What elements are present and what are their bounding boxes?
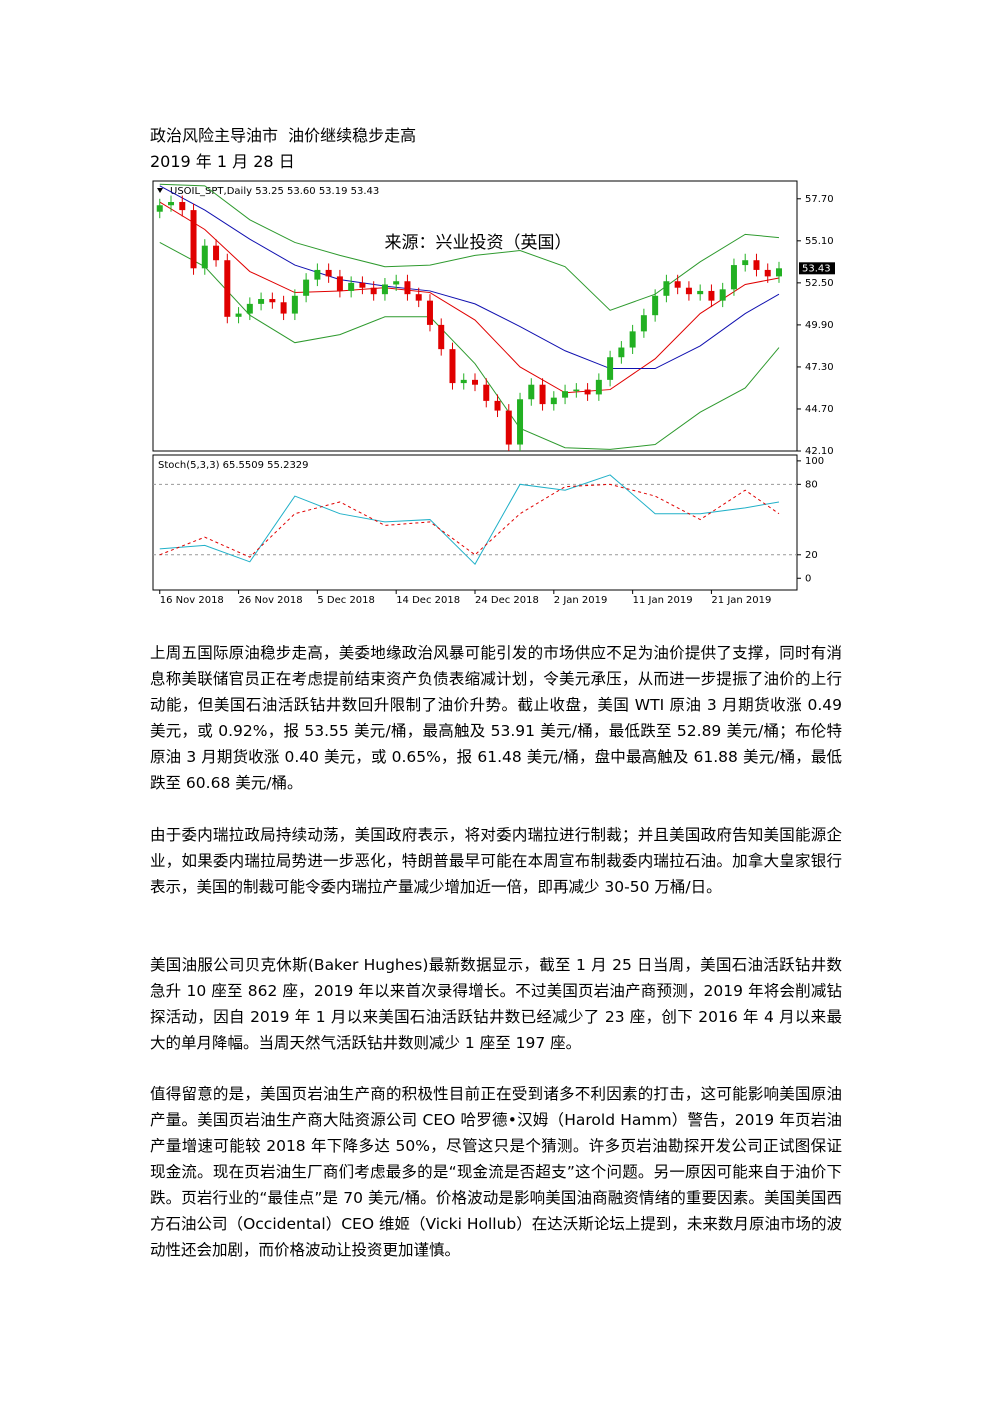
doc-date: 2019 年 1 月 28 日 xyxy=(150,152,295,171)
x-tick-label: 14 Dec 2018 xyxy=(396,595,460,606)
candle-body xyxy=(426,300,433,325)
candle-body xyxy=(595,379,602,395)
candle-body xyxy=(697,290,704,295)
chart: USOIL_SPT,Daily 53.25 53.60 53.19 53.43 … xyxy=(152,180,835,606)
candle-body xyxy=(213,245,220,261)
candle-body xyxy=(336,276,343,291)
candle-body xyxy=(156,205,163,212)
x-tick-label: 2 Jan 2019 xyxy=(554,595,608,606)
candle-body xyxy=(584,389,591,395)
candle-body xyxy=(291,295,298,314)
y-tick-label: 55.10 xyxy=(805,236,834,247)
y-tick-label: 20 xyxy=(805,550,818,561)
candle-body xyxy=(359,282,366,288)
candle-body xyxy=(258,299,265,304)
menu-arrow xyxy=(157,188,163,193)
indicator-line xyxy=(159,201,780,394)
candle-body xyxy=(528,384,535,400)
candle-body xyxy=(393,281,400,285)
candle-body xyxy=(764,269,771,277)
candle-body xyxy=(415,294,422,301)
paragraph: 由于委内瑞拉政局持续动荡，美国政府表示，将对委内瑞拉进行制裁；并且美国政府告知美… xyxy=(150,826,842,896)
x-tick-label: 16 Nov 2018 xyxy=(160,595,224,606)
candle-body xyxy=(562,391,569,398)
paragraph: 美国油服公司贝克休斯(Baker Hughes)最新数据显示，截至 1 月 25… xyxy=(150,956,842,1052)
x-tick-label: 5 Dec 2018 xyxy=(317,595,375,606)
candle-body xyxy=(607,357,614,380)
candle-body xyxy=(629,331,636,348)
candle-body xyxy=(517,399,524,445)
candle-body xyxy=(449,349,456,384)
candle-body xyxy=(472,379,478,385)
paragraph: 值得留意的是，美国页岩油生产商的积极性目前正在受到诸多不利因素的打击，这可能影响… xyxy=(150,1085,842,1259)
candle-body xyxy=(719,289,726,301)
stoch-line xyxy=(159,474,780,565)
indicator-line xyxy=(159,241,780,450)
candle-body xyxy=(775,268,782,277)
candle-body xyxy=(674,281,681,288)
y-tick-label: 52.50 xyxy=(805,278,834,289)
candle-body xyxy=(550,397,557,405)
x-tick-label: 21 Jan 2019 xyxy=(711,595,771,606)
y-tick-label: 44.70 xyxy=(805,404,834,415)
stoch-panel xyxy=(152,454,798,591)
candle-body xyxy=(652,295,659,316)
candle-body xyxy=(753,260,760,270)
candle-body xyxy=(303,279,310,296)
candle-body xyxy=(438,324,445,350)
y-tick-label: 0 xyxy=(805,573,811,584)
y-tick-label: 100 xyxy=(805,456,824,467)
candle-body xyxy=(269,299,276,303)
candle-body xyxy=(179,202,186,211)
y-tick-label: 80 xyxy=(805,479,818,490)
candle-body xyxy=(483,384,490,401)
candle-body xyxy=(370,287,377,295)
y-tick-label: 49.90 xyxy=(805,320,834,331)
candle-body xyxy=(325,269,332,277)
price-box xyxy=(799,262,835,275)
stoch-header: Stoch(5,3,3) 65.5509 55.2329 xyxy=(158,460,309,471)
candle-body xyxy=(235,313,242,317)
candle-body xyxy=(618,347,625,358)
candle-body xyxy=(539,384,546,405)
candle-body xyxy=(190,210,197,269)
candle-body xyxy=(505,410,512,445)
candle-body xyxy=(742,260,749,266)
candle-body xyxy=(708,290,715,301)
candle-body xyxy=(348,282,355,291)
candle-body xyxy=(280,302,287,314)
indicator-line xyxy=(159,183,780,311)
chart-header: USOIL_SPT,Daily 53.25 53.60 53.19 53.43 xyxy=(170,186,379,197)
candle-body xyxy=(224,260,231,317)
candle-body xyxy=(201,245,208,269)
paragraph: 上周五国际原油稳步走高，美委地缘政治风暴可能引发的市场供应不足为油价提供了支撑，… xyxy=(150,644,842,792)
indicator-line xyxy=(159,185,780,370)
x-tick-label: 24 Dec 2018 xyxy=(475,595,539,606)
candle-body xyxy=(460,379,467,384)
candle-body xyxy=(640,315,647,332)
source-note: 来源：兴业投资（英国） xyxy=(385,233,572,253)
doc-title: 政治风险主导油市 油价继续稳步走高 xyxy=(150,126,417,145)
x-tick-label: 11 Jan 2019 xyxy=(633,595,693,606)
main-panel xyxy=(152,180,798,452)
price-label: 53.43 xyxy=(802,263,831,274)
candle-body xyxy=(314,269,321,280)
candle-body xyxy=(573,389,580,392)
candle-body xyxy=(381,284,388,295)
candle-body xyxy=(404,281,411,295)
candle-body xyxy=(494,400,501,411)
candle-body xyxy=(168,202,175,206)
candle-body xyxy=(730,265,737,290)
y-tick-label: 47.30 xyxy=(805,362,834,373)
candle-body xyxy=(663,281,670,296)
x-tick-label: 26 Nov 2018 xyxy=(239,595,303,606)
candle-body xyxy=(246,303,253,314)
candle-body xyxy=(685,287,692,295)
y-tick-label: 57.70 xyxy=(805,194,834,205)
y-tick-label: 42.10 xyxy=(805,446,834,457)
